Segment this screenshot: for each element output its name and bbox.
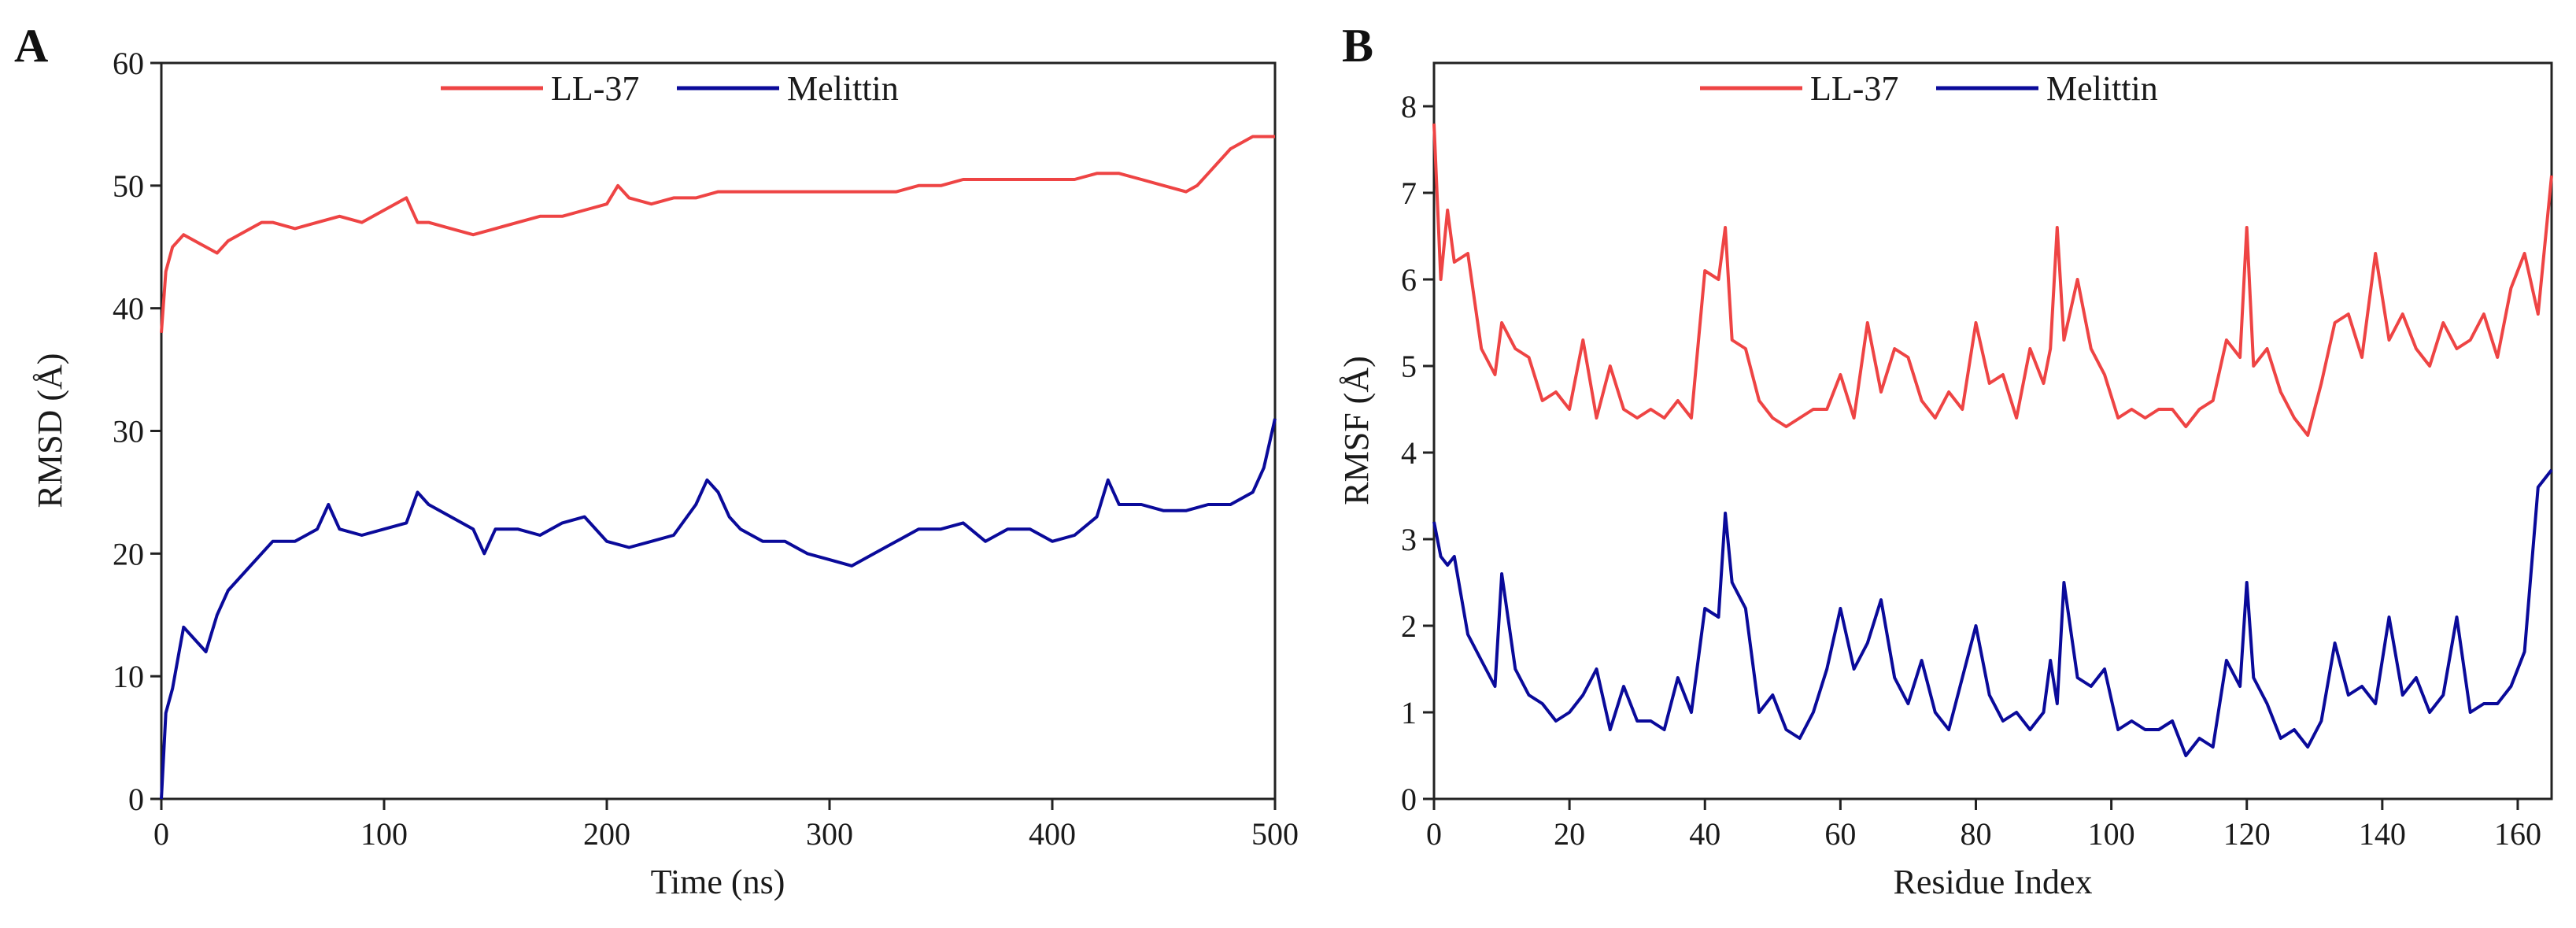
panel-b-series-ll37	[1432, 123, 2553, 437]
legend-label-melittin-b: Melittin	[2046, 69, 2158, 108]
panel-a-x-tick-label: 500	[1251, 816, 1299, 852]
panel-a-x-axis-title: Time (ns)	[651, 863, 785, 901]
panel-a-letter: A	[14, 20, 48, 72]
panel-b-y-axis: 0 1 2 3 4 5 6 7 8	[1401, 89, 1434, 817]
legend-label-ll37-b: LL-37	[1810, 69, 1898, 108]
panel-b-x-axis-title: Residue Index	[1894, 863, 2093, 901]
panel-a-y-tick-label: 10	[113, 659, 144, 694]
panel-b-y-tick-label: 4	[1401, 435, 1417, 471]
panel-b-x-tick-label: 120	[2223, 816, 2271, 852]
panel-b-y-tick-label: 1	[1401, 695, 1417, 730]
legend-label-ll37-a: LL-37	[551, 69, 639, 108]
panel-a-x-tick-label: 100	[360, 816, 408, 852]
panel-a-x-tick-label: 400	[1029, 816, 1076, 852]
legend-label-melittin-a: Melittin	[787, 69, 899, 108]
panel-b-series	[1432, 123, 2553, 757]
panel-b-y-tick-label: 8	[1401, 89, 1417, 124]
panel-a-y-tick-label: 20	[113, 536, 144, 571]
panel-a: A 0 10 20 30 40 50 60 0 100 200 300 400 500 LL-37 M…	[14, 20, 1299, 901]
panel-a-x-tick-label: 200	[583, 816, 630, 852]
panel-a-y-tick-label: 30	[113, 414, 144, 449]
panel-b-legend: LL-37 Melittin	[1700, 69, 2158, 108]
panel-a-x-axis: 0 100 200 300 400 500	[153, 799, 1299, 852]
panel-b-x-tick-label: 0	[1426, 816, 1442, 852]
panel-b-plot-frame	[1432, 61, 2553, 800]
panel-b-letter: B	[1342, 20, 1373, 72]
panel-a-y-tick-label: 60	[113, 46, 144, 81]
panel-b-y-tick-label: 5	[1401, 349, 1417, 384]
panel-b-x-tick-label: 60	[1824, 816, 1856, 852]
panel-b-x-tick-label: 80	[1960, 816, 1991, 852]
panel-a-y-tick-label: 50	[113, 168, 144, 204]
panel-b-y-axis-title: RMSF (Å)	[1337, 356, 1376, 505]
panel-a-series-melittin	[160, 418, 1277, 800]
panel-b-y-tick-label: 0	[1401, 782, 1417, 817]
panel-b: B 0 1 2 3 4 5 6 7 8 0 20 40 60 80 100 120 140 160 LL-37 …	[1337, 20, 2553, 901]
panel-a-y-tick-label: 40	[113, 291, 144, 327]
panel-b-y-tick-label: 3	[1401, 522, 1417, 557]
panel-a-y-axis: 0 10 20 30 40 50 60	[113, 46, 161, 817]
panel-a-series	[160, 135, 1277, 800]
panel-b-y-tick-label: 2	[1401, 608, 1417, 644]
panel-a-x-tick-label: 300	[806, 816, 853, 852]
panel-a-legend: LL-37 Melittin	[441, 69, 899, 108]
panel-b-y-tick-label: 6	[1401, 262, 1417, 298]
panel-b-x-axis: 0 20 40 60 80 100 120 140 160	[1426, 799, 2541, 852]
panel-b-x-tick-label: 160	[2494, 816, 2541, 852]
panel-b-x-tick-label: 140	[2359, 816, 2406, 852]
panel-a-y-tick-label: 0	[128, 782, 144, 817]
panel-a-series-ll37	[160, 135, 1275, 333]
panel-b-x-tick-label: 20	[1554, 816, 1585, 852]
panel-b-y-tick-label: 7	[1401, 176, 1417, 211]
panel-b-series-melittin	[1432, 468, 2553, 757]
panel-a-y-axis-title: RMSD (Å)	[31, 353, 69, 508]
panel-b-x-tick-label: 100	[2088, 816, 2135, 852]
panel-a-x-tick-label: 0	[153, 816, 169, 852]
panel-b-x-tick-label: 40	[1689, 816, 1720, 852]
